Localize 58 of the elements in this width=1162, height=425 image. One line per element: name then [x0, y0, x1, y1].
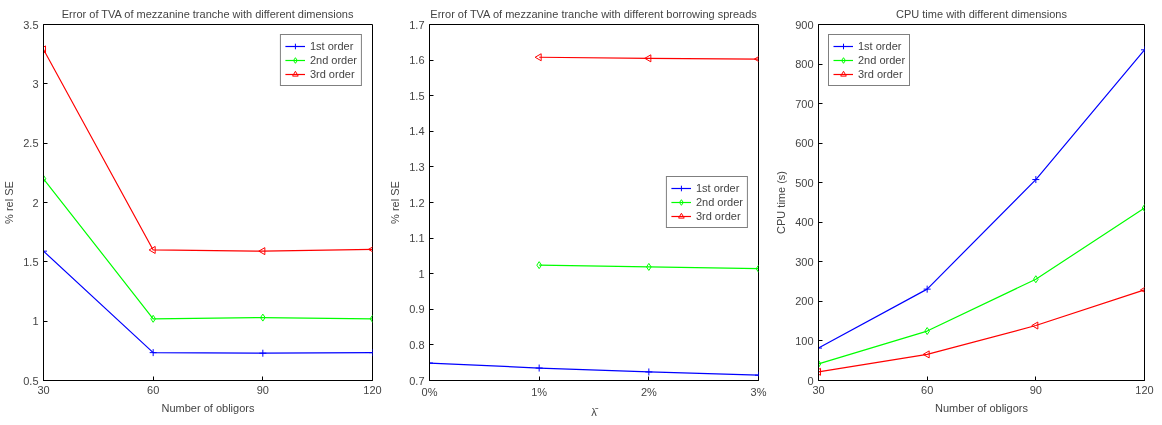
x-axis-title: Number of obligors	[935, 401, 1029, 414]
y-tick-label: 700	[795, 97, 814, 110]
y-tick-label: 800	[795, 58, 814, 71]
x-tick-label: 30	[812, 383, 825, 396]
y-tick-label: 300	[795, 255, 814, 268]
x-tick-label: 90	[256, 383, 269, 396]
y-tick-label: 3.5	[23, 18, 39, 31]
chart-title: Error of TVA of mezzanine tranche with different dimensions	[61, 7, 354, 20]
x-tick-label: 30	[37, 383, 50, 396]
y-tick-label: 1.1	[409, 232, 425, 245]
y-tick-label: 900	[795, 18, 814, 31]
y-tick-label: 1.6	[409, 54, 425, 67]
y-tick-label: 1.2	[409, 196, 425, 209]
x-tick-label: 60	[147, 383, 160, 396]
y-tick-label: 100	[795, 334, 814, 347]
y-tick-label: 0.8	[409, 338, 425, 351]
x-axis-title: Number of obligors	[161, 401, 255, 414]
y-tick-label: 1	[32, 315, 39, 328]
x-tick-label: 0%	[421, 385, 438, 398]
y-tick-label: 1.4	[409, 125, 425, 138]
legend-label: 1st order	[309, 39, 354, 53]
y-tick-label: 1.5	[23, 255, 39, 268]
y-tick-label: 2	[32, 196, 39, 209]
y-tick-label: 0.9	[409, 303, 425, 316]
legend-label: 1st order	[858, 39, 902, 53]
y-tick-label: 0	[807, 374, 814, 387]
y-axis-title: % rel SE	[389, 181, 402, 224]
legend-label: 3rd order	[695, 209, 741, 223]
legend-label: 2nd order	[695, 195, 743, 209]
y-tick-label: 600	[795, 137, 814, 150]
chart-title: CPU time with different dimensions	[896, 7, 1068, 20]
legend-label: 2nd order	[858, 53, 906, 67]
legend-label: 3rd order	[858, 67, 903, 81]
y-tick-label: 2.5	[23, 137, 39, 150]
legend-label: 3rd order	[309, 67, 355, 81]
x-axis-title: λ̄	[591, 405, 599, 418]
y-tick-label: 1.7	[409, 18, 425, 31]
y-tick-label: 0.5	[23, 374, 39, 387]
y-tick-label: 200	[795, 295, 814, 308]
y-tick-label: 3	[32, 77, 39, 90]
x-tick-label: 120	[1135, 383, 1154, 396]
x-tick-label: 120	[363, 383, 382, 396]
y-tick-label: 1.5	[409, 89, 425, 102]
legend-label: 2nd order	[309, 53, 357, 67]
y-tick-label: 1.3	[409, 160, 425, 173]
legend-label: 1st order	[695, 181, 740, 195]
x-tick-label: 90	[1029, 383, 1042, 396]
x-tick-label: 1%	[531, 385, 548, 398]
x-tick-label: 60	[921, 383, 934, 396]
x-tick-label: 3%	[750, 385, 767, 398]
y-axis-title: % rel SE	[3, 181, 16, 224]
x-tick-label: 2%	[640, 385, 657, 398]
chart-title: Error of TVA of mezzanine tranche with different borrowing spreads	[430, 7, 758, 20]
y-tick-label: 500	[795, 176, 814, 189]
y-tick-label: 1	[418, 267, 425, 280]
y-tick-label: 400	[795, 216, 814, 229]
y-axis-title: CPU time (s)	[775, 171, 788, 234]
y-tick-label: 0.7	[409, 374, 425, 387]
